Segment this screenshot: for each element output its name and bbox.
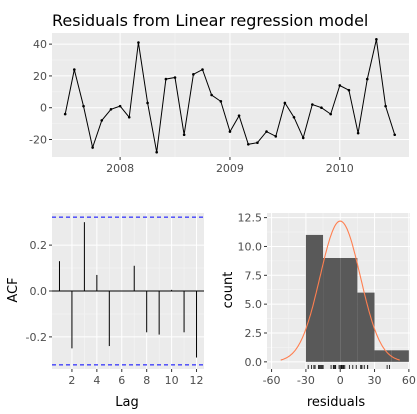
residual-point (82, 104, 85, 108)
residual-point (246, 142, 250, 146)
acf-x-axis-title: Lag (115, 395, 138, 410)
residual-point (192, 73, 195, 76)
x-tick-label: 2009 (216, 162, 244, 175)
residual-point (256, 141, 259, 144)
histogram-bar (340, 258, 358, 362)
chart-title: Residuals from Linear regression model (52, 11, 368, 30)
residual-point (182, 133, 186, 137)
histogram-bar (374, 350, 392, 362)
residual-point (393, 133, 397, 137)
y-tick-label: 0.2 (30, 239, 48, 252)
histogram-bar (391, 350, 409, 362)
residual-point (356, 131, 360, 135)
acf-plot: 2 4 6 8 10 12 -0.2 0.0 0.2 (26, 213, 204, 387)
y-tick-label: 10.0 (238, 240, 263, 253)
histogram-x-axis-title: residuals (307, 395, 366, 410)
y-tick-label: 40 (33, 38, 47, 51)
x-tick-label: 10 (165, 374, 179, 387)
residual-point (173, 76, 177, 79)
y-tick-label: 0 (40, 102, 47, 115)
y-tick-label: 20 (33, 70, 47, 83)
residual-point (301, 136, 305, 140)
residuals-time-plot: 2008 2009 2010 -20 0 20 40 (29, 33, 409, 175)
y-tick-label: -20 (29, 134, 47, 147)
residual-histogram: -60 -30 0 30 60 0.0 2.5 5.0 7.5 10.0 12.5 (238, 212, 416, 387)
residual-point (365, 77, 369, 81)
x-tick-label: 0 (337, 374, 344, 387)
residual-point (164, 77, 168, 81)
residual-point (283, 101, 287, 105)
residual-point (274, 135, 278, 138)
residual-point (329, 112, 332, 116)
x-tick-label: 60 (402, 374, 416, 387)
residual-point (72, 68, 76, 71)
x-tick-label: 6 (118, 374, 125, 387)
x-tick-label: -60 (263, 374, 281, 387)
panel-background (52, 33, 409, 157)
residual-point (320, 106, 323, 110)
y-tick-label: 2.5 (245, 327, 263, 340)
normal-density-curve (280, 220, 400, 361)
y-tick-label: 12.5 (238, 212, 263, 225)
residual-point (375, 38, 378, 41)
residual-point (338, 84, 342, 87)
residual-point (292, 115, 296, 119)
x-tick-label: 2010 (326, 162, 354, 175)
residual-point (118, 104, 122, 108)
y-tick-label: 0.0 (245, 356, 263, 369)
x-tick-label: 4 (93, 374, 100, 387)
y-tick-label: 5.0 (245, 298, 263, 311)
histogram-bar (323, 258, 341, 362)
x-tick-label: 2 (68, 374, 75, 387)
x-tick-label: -30 (297, 374, 315, 387)
residual-point (219, 100, 223, 103)
residual-point (109, 108, 113, 111)
histogram-y-axis-title: count (221, 272, 236, 309)
acf-y-axis-title: ACF (6, 277, 21, 302)
y-tick-label: 7.5 (245, 269, 263, 282)
residual-point (137, 41, 140, 44)
residual-point (347, 88, 351, 92)
y-tick-label: -0.2 (26, 331, 47, 344)
residual-point (311, 103, 314, 106)
x-tick-label: 30 (368, 374, 382, 387)
residual-point (228, 130, 232, 133)
x-tick-label: 12 (190, 374, 204, 387)
y-tick-label: 0.0 (30, 285, 48, 298)
residual-point (237, 114, 241, 117)
residual-point (127, 115, 131, 119)
histogram-bar (357, 292, 375, 362)
residual-point (146, 101, 149, 105)
residual-point (384, 104, 387, 108)
x-tick-label: 8 (143, 374, 150, 387)
residual-point (155, 150, 158, 154)
residual-point (201, 68, 204, 71)
x-tick-label: 2008 (106, 162, 134, 175)
residual-point (265, 130, 268, 133)
residual-point (91, 146, 94, 149)
residual-point (100, 119, 104, 122)
residual-point (210, 93, 213, 97)
residual-point (63, 112, 67, 116)
